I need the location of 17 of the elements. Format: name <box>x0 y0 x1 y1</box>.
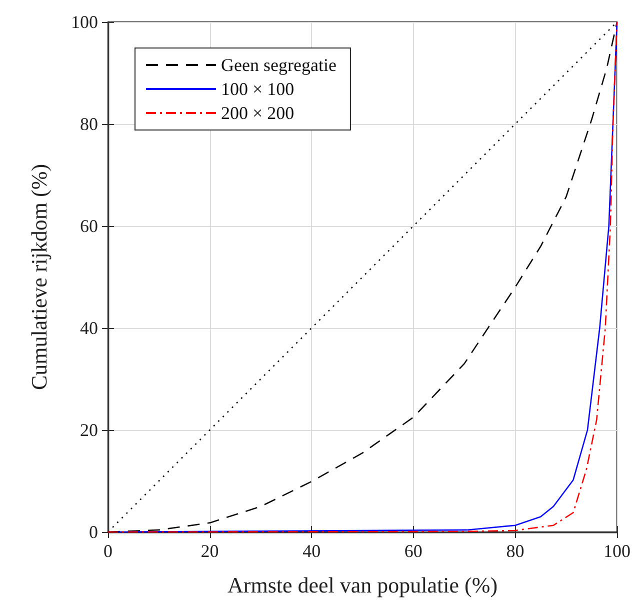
legend-label: Geen segregatie <box>221 55 336 75</box>
y-tick-label: 60 <box>80 216 98 236</box>
y-axis-title: Cumulatieve rijkdom (%) <box>26 164 52 390</box>
y-tick-label: 20 <box>80 420 98 440</box>
x-axis-title: Armste deel van populatie (%) <box>227 572 498 598</box>
y-tick-label: 80 <box>80 114 98 134</box>
y-tick-label: 100 <box>71 12 98 32</box>
legend-label: 100 × 100 <box>221 79 294 99</box>
x-tick-label: 80 <box>506 541 524 561</box>
y-tick-label: 0 <box>89 522 98 542</box>
y-tick-label: 40 <box>80 318 98 338</box>
x-tick-label: 20 <box>200 541 219 561</box>
x-tick-label: 0 <box>104 541 112 561</box>
legend-label: 200 × 200 <box>221 103 294 123</box>
x-tick-label: 40 <box>302 541 321 561</box>
x-tick-label: 100 <box>604 541 630 561</box>
x-tick-label: 60 <box>404 541 422 561</box>
